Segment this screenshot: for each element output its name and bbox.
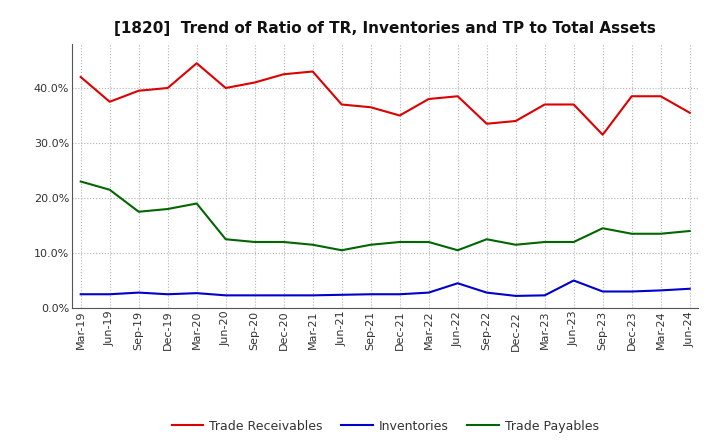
Trade Payables bbox=[279, 239, 288, 245]
Trade Payables bbox=[627, 231, 636, 236]
Inventories bbox=[105, 292, 114, 297]
Trade Payables bbox=[308, 242, 317, 247]
Trade Receivables bbox=[251, 80, 259, 85]
Trade Receivables bbox=[105, 99, 114, 104]
Trade Payables bbox=[482, 237, 491, 242]
Trade Payables bbox=[685, 228, 694, 234]
Inventories bbox=[627, 289, 636, 294]
Trade Receivables bbox=[221, 85, 230, 91]
Inventories bbox=[251, 293, 259, 298]
Trade Payables bbox=[657, 231, 665, 236]
Inventories bbox=[657, 288, 665, 293]
Inventories bbox=[685, 286, 694, 291]
Trade Receivables bbox=[541, 102, 549, 107]
Inventories bbox=[308, 293, 317, 298]
Inventories bbox=[163, 292, 172, 297]
Inventories bbox=[135, 290, 143, 295]
Trade Receivables bbox=[454, 94, 462, 99]
Inventories bbox=[598, 289, 607, 294]
Trade Payables bbox=[424, 239, 433, 245]
Trade Receivables bbox=[76, 74, 85, 80]
Legend: Trade Receivables, Inventories, Trade Payables: Trade Receivables, Inventories, Trade Pa… bbox=[166, 414, 604, 437]
Inventories bbox=[366, 292, 375, 297]
Inventories bbox=[279, 293, 288, 298]
Trade Receivables bbox=[511, 118, 520, 124]
Inventories bbox=[482, 290, 491, 295]
Trade Receivables bbox=[163, 85, 172, 91]
Inventories bbox=[424, 290, 433, 295]
Trade Payables bbox=[192, 201, 201, 206]
Inventories bbox=[541, 293, 549, 298]
Trade Payables bbox=[598, 226, 607, 231]
Trade Receivables bbox=[366, 105, 375, 110]
Inventories bbox=[221, 293, 230, 298]
Trade Payables bbox=[511, 242, 520, 247]
Trade Receivables bbox=[657, 94, 665, 99]
Trade Payables bbox=[251, 239, 259, 245]
Inventories bbox=[192, 290, 201, 296]
Title: [1820]  Trend of Ratio of TR, Inventories and TP to Total Assets: [1820] Trend of Ratio of TR, Inventories… bbox=[114, 21, 656, 36]
Inventories bbox=[570, 278, 578, 283]
Trade Receivables bbox=[570, 102, 578, 107]
Trade Receivables bbox=[627, 94, 636, 99]
Trade Payables bbox=[338, 248, 346, 253]
Trade Payables bbox=[454, 248, 462, 253]
Line: Trade Payables: Trade Payables bbox=[81, 181, 690, 250]
Trade Receivables bbox=[482, 121, 491, 126]
Trade Receivables bbox=[424, 96, 433, 102]
Trade Receivables bbox=[308, 69, 317, 74]
Trade Receivables bbox=[598, 132, 607, 137]
Trade Payables bbox=[105, 187, 114, 192]
Line: Inventories: Inventories bbox=[81, 281, 690, 296]
Trade Payables bbox=[76, 179, 85, 184]
Trade Payables bbox=[221, 237, 230, 242]
Trade Payables bbox=[395, 239, 404, 245]
Trade Receivables bbox=[338, 102, 346, 107]
Trade Receivables bbox=[279, 72, 288, 77]
Inventories bbox=[338, 292, 346, 297]
Trade Payables bbox=[541, 239, 549, 245]
Trade Payables bbox=[163, 206, 172, 212]
Trade Receivables bbox=[192, 61, 201, 66]
Inventories bbox=[76, 292, 85, 297]
Trade Payables bbox=[366, 242, 375, 247]
Inventories bbox=[511, 293, 520, 299]
Trade Receivables bbox=[395, 113, 404, 118]
Trade Payables bbox=[570, 239, 578, 245]
Trade Receivables bbox=[135, 88, 143, 93]
Inventories bbox=[454, 281, 462, 286]
Trade Payables bbox=[135, 209, 143, 214]
Inventories bbox=[395, 292, 404, 297]
Trade Receivables bbox=[685, 110, 694, 115]
Line: Trade Receivables: Trade Receivables bbox=[81, 63, 690, 135]
